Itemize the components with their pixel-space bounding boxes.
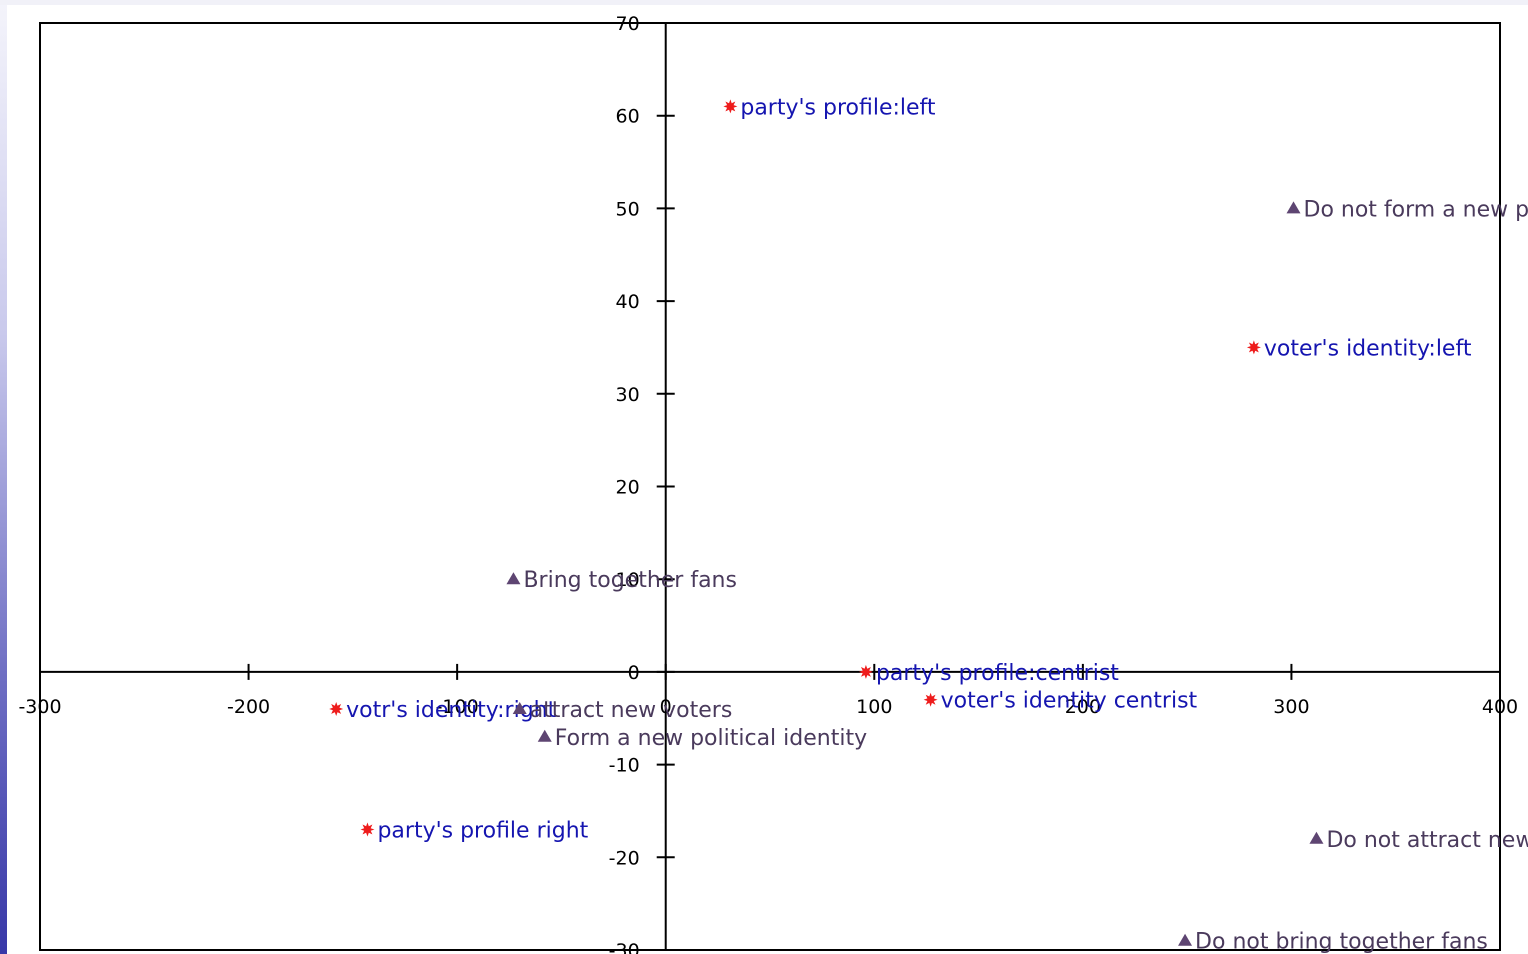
point-label: Do not attract new voters <box>1326 828 1528 853</box>
data-point <box>360 822 375 837</box>
point-label: Do not form a new political identity <box>1304 197 1528 222</box>
data-point <box>512 701 527 714</box>
point-label: Bring together fans <box>523 568 737 593</box>
y-tick-label: 40 <box>616 291 640 313</box>
data-point <box>723 99 738 114</box>
point-label: Do not bring together fans <box>1195 930 1488 954</box>
y-tick-label: 70 <box>616 13 640 35</box>
x-tick-label: -300 <box>18 696 61 718</box>
data-point <box>1178 933 1193 946</box>
y-tick-label: 20 <box>616 477 640 499</box>
slide-side-gradient <box>0 0 7 954</box>
point-label: party's profile right <box>377 818 588 843</box>
x-tick-label: -100 <box>436 696 479 718</box>
y-tick-label: -30 <box>609 940 640 954</box>
data-point <box>1246 340 1261 355</box>
data-point <box>329 702 344 716</box>
x-tick-label: 0 <box>660 696 672 718</box>
point-label: attract new voters <box>530 698 733 723</box>
slide-top-strip <box>0 0 1528 5</box>
data-point <box>1286 201 1301 214</box>
point-label: voter's identity:left <box>1264 336 1472 361</box>
y-tick-label: -10 <box>609 755 640 777</box>
data-point <box>1309 831 1324 844</box>
point-label: party's profile:centrist <box>876 661 1119 686</box>
y-tick-label: 10 <box>616 569 640 591</box>
y-tick-label: 30 <box>616 384 640 406</box>
point-label: voter's identity centrist <box>941 689 1198 714</box>
y-tick-label: -20 <box>609 847 640 869</box>
data-point <box>506 572 521 585</box>
point-label: party's profile:left <box>740 95 936 120</box>
data-point <box>537 729 552 742</box>
data-point <box>858 664 873 679</box>
x-tick-label: 400 <box>1482 696 1518 718</box>
x-tick-label: 200 <box>1065 696 1101 718</box>
y-tick-label: 50 <box>616 198 640 220</box>
point-label: votr's identity:right <box>346 698 556 723</box>
x-tick-label: -200 <box>227 696 270 718</box>
point-label: Form a new political identity <box>555 726 867 751</box>
plot-frame <box>39 22 1501 951</box>
x-tick-label: 300 <box>1273 696 1309 718</box>
x-tick-label: 100 <box>856 696 892 718</box>
y-tick-label: 60 <box>616 106 640 128</box>
data-point <box>923 692 938 707</box>
y-tick-label: 0 <box>628 662 640 684</box>
